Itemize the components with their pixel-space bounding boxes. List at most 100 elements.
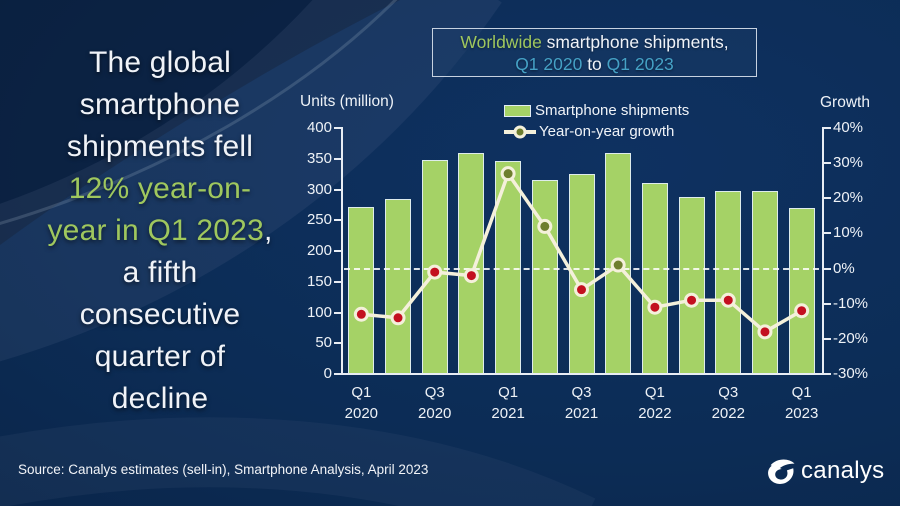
growth-data-point (500, 166, 516, 182)
right-axis-tick-label: 20% (833, 189, 864, 207)
right-axis-tick (824, 197, 831, 200)
right-axis-tick (824, 162, 831, 165)
bar-series-swatch-icon (504, 104, 531, 117)
shipments-bar (385, 198, 412, 374)
left-axis-tick (334, 250, 341, 252)
right-axis-title: Growth (820, 94, 870, 111)
headline-line: a fifth (8, 252, 312, 294)
right-axis-tick-label: 30% (833, 154, 864, 172)
left-axis-tick-label: 350 (306, 149, 332, 167)
left-axis-tick (334, 311, 341, 314)
legend-item-shipments: Smartphone shipments (504, 100, 689, 121)
right-axis-tick (824, 232, 831, 235)
title-segment: to (582, 54, 607, 74)
title-segment: Q1 2023 (606, 54, 674, 74)
growth-data-point (720, 292, 736, 308)
source-text: Source: Canalys estimates (sell-in), Sma… (18, 462, 429, 477)
headline-segment: a fifth (122, 256, 198, 289)
left-axis-tick (334, 373, 341, 375)
x-axis-tick-label-line: 2020 (344, 405, 379, 422)
x-axis-tick-label: Q1 2023 (770, 382, 834, 424)
zero-growth-line (344, 267, 819, 270)
chart-legend: Smartphone shipments Year-on-year growth (504, 100, 689, 142)
shipments-bar (715, 190, 742, 374)
x-axis-tick-label: Q3 2022 (696, 382, 760, 424)
left-axis-tick-label: 200 (306, 242, 332, 259)
growth-data-point (794, 303, 810, 319)
growth-data-point (537, 218, 553, 234)
right-axis-tick-label: -10% (833, 294, 869, 312)
x-axis-tick-label: Q1 2022 (623, 382, 687, 424)
canalys-logo-wordmark: canalys (801, 457, 885, 484)
x-axis-tick-label-line: 2021 (564, 405, 599, 422)
bottom-axis-line (341, 373, 824, 375)
canalys-logo: canalys (766, 457, 884, 485)
headline-segment: , (263, 214, 273, 247)
headline-line: shipments fell (8, 126, 312, 168)
right-axis-tick (824, 127, 831, 129)
headline-line: smartphone (8, 84, 312, 126)
headline-segment: year in Q1 2023 (47, 214, 264, 247)
legend-item-growth: Year-on-year growth (504, 121, 689, 142)
shipments-bar (641, 182, 668, 374)
growth-line-path (361, 169, 803, 334)
headline-segment: smartphone (79, 88, 241, 121)
growth-data-point (353, 306, 369, 322)
left-axis-tick-label: 400 (306, 119, 332, 136)
headline-line: 12% year-on- (8, 168, 312, 210)
headline-line: decline (8, 378, 312, 420)
x-axis-tick-label: Q1 2021 (476, 382, 540, 424)
left-axis-tick (334, 342, 341, 345)
x-axis-tick-label-line: 2023 (784, 405, 819, 422)
chart-title-box: Worldwide smartphone shipments, Q1 2020 … (432, 28, 757, 77)
headline-segment: The global (88, 46, 232, 79)
right-axis-tick-label: 0% (833, 259, 855, 277)
headline-text: The global smartphone shipments fell 12% ye… (8, 42, 312, 420)
right-axis-tick-label: 10% (833, 224, 864, 242)
shipments-bar (751, 191, 778, 374)
growth-data-point (390, 310, 406, 326)
x-axis-tick-label-line: 2021 (491, 405, 525, 422)
x-axis-tick-label-line: Q1 (351, 384, 372, 401)
right-axis-tick-label: -30% (833, 365, 869, 382)
growth-line-series (353, 166, 810, 340)
x-axis-tick-label-line: Q1 (498, 384, 519, 401)
growth-data-point (427, 264, 443, 280)
growth-data-point (463, 268, 479, 284)
growth-data-point (574, 282, 589, 298)
x-axis-tick-label-line: 2020 (418, 405, 452, 422)
growth-data-point (610, 257, 626, 273)
left-axis-tick (334, 219, 341, 222)
growth-data-point (647, 299, 663, 315)
right-axis-line (822, 127, 824, 375)
left-axis-tick-label: 50 (315, 334, 332, 352)
left-axis-tick (334, 157, 341, 160)
chart-title-line2: Q1 2020 to Q1 2023 (433, 53, 756, 75)
growth-data-point (684, 292, 700, 308)
x-axis-tick-label-line: 2022 (711, 405, 745, 422)
chart-title-line1: Worldwide smartphone shipments, (433, 31, 756, 53)
x-axis-tick-label-line: Q3 (571, 384, 592, 401)
right-axis-tick-label: 40% (833, 119, 864, 136)
left-axis-tick-label: 150 (306, 272, 332, 290)
x-axis-tick-label-line: Q3 (424, 384, 445, 401)
x-axis-tick-label: Q3 2020 (403, 382, 467, 424)
x-axis-tick-label-line: Q1 (644, 384, 665, 401)
x-axis-tick-label-line: 2022 (638, 405, 672, 422)
headline-segment: consecutive (79, 298, 241, 331)
canalys-logo-icon (768, 458, 795, 484)
legend-label-growth: Year-on-year growth (539, 123, 675, 140)
growth-data-point (757, 324, 773, 340)
right-axis-tick (824, 337, 831, 340)
right-axis-tick (824, 302, 831, 305)
headline-segment: quarter of (94, 340, 226, 373)
left-axis-tick (334, 280, 341, 283)
left-axis-line (341, 127, 343, 375)
left-axis-tick-label: 250 (306, 211, 332, 229)
right-axis-tick (824, 373, 831, 375)
legend-label-shipments: Smartphone shipments (535, 102, 690, 119)
headline-segment: shipments fell (66, 130, 254, 163)
shipments-bar (678, 197, 705, 374)
title-segment: smartphone shipments, (541, 32, 729, 52)
